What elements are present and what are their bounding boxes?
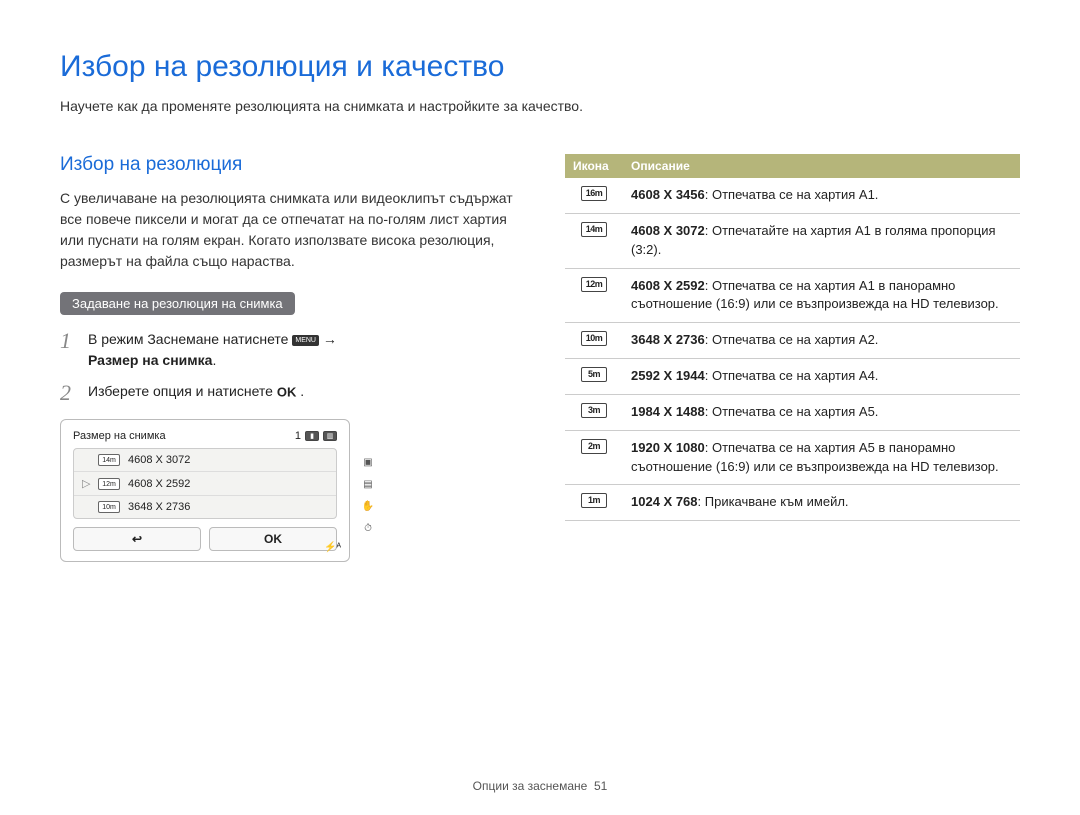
table-row: 1m 1024 X 768: Прикачване към имейл. [565, 485, 1020, 521]
camera-row[interactable]: 10m 3648 X 2736 [74, 495, 336, 518]
resolution-desc: : Отпечатва се на хартия A4. [705, 368, 879, 383]
step-number: 1 [60, 329, 78, 353]
cell-icon: 14m [565, 213, 623, 268]
step-1-suffix: . [212, 352, 216, 368]
cell-icon: 12m [565, 268, 623, 323]
table-row: 5m 2592 X 1944: Отпечатва се на хартия A4… [565, 359, 1020, 395]
cell-icon: 5m [565, 359, 623, 395]
battery-icon: ▥ [323, 431, 337, 441]
cell-icon: 1m [565, 485, 623, 521]
row-label: 3648 X 2736 [128, 501, 190, 513]
camera-row[interactable]: 14m 4608 X 3072 [74, 449, 336, 471]
page-subtitle: Научете как да променяте резолюцията на … [60, 98, 1020, 114]
resolution-icon: 2m [581, 439, 607, 454]
ok-button[interactable]: OK [209, 527, 337, 551]
row-icon: 14m [98, 454, 120, 466]
mode-icon: ▤ [361, 478, 375, 492]
camera-side-icons: ▣ ▤ ✋ ⏱ [361, 456, 375, 536]
footer-label: Опции за заснемане [473, 779, 588, 793]
resolution-value: 2592 X 1944 [631, 368, 705, 383]
table-row: 3m 1984 X 1488: Отпечатва се на хартия A5… [565, 394, 1020, 430]
cell-icon: 3m [565, 394, 623, 430]
resolution-value: 4608 X 3456 [631, 187, 705, 202]
step-1: 1 В режим Заснемане натиснете MENU → Раз… [60, 329, 515, 371]
page-title: Избор на резолюция и качество [60, 50, 1020, 84]
timer-icon: ⏱ [361, 522, 375, 536]
step-1-bold: Размер на снимка [88, 352, 212, 368]
row-label: 4608 X 2592 [128, 478, 190, 490]
resolution-icon: 1m [581, 493, 607, 508]
cell-desc: 2592 X 1944: Отпечатва се на хартия A4. [623, 359, 1020, 395]
camera-list: 14m 4608 X 3072 ▷ 12m 4608 X 2592 10m 36… [73, 448, 337, 519]
cell-desc: 4608 X 2592: Отпечатва се на хартия A1 в… [623, 268, 1020, 323]
row-label: 4608 X 3072 [128, 454, 190, 466]
resolution-table: Икона Описание 16m4608 X 3456: Отпечатва… [565, 154, 1020, 521]
row-icon: 12m [98, 478, 120, 490]
resolution-value: 4608 X 2592 [631, 278, 705, 293]
resolution-value: 4608 X 3072 [631, 223, 705, 238]
table-row: 10m 3648 X 2736: Отпечатва се на хартия A… [565, 323, 1020, 359]
resolution-icon: 3m [581, 403, 607, 418]
mode-icon: ▣ [361, 456, 375, 470]
section-heading: Избор на резолюция [60, 154, 515, 176]
camera-counter: 1 [295, 430, 301, 442]
resolution-value: 1024 X 768 [631, 494, 698, 509]
camera-ui: Размер на снимка 1 ▮ ▥ 14m 4608 X 3072 ▷… [60, 419, 350, 562]
back-button[interactable]: ↩ [73, 527, 201, 551]
resolution-value: 3648 X 2736 [631, 332, 705, 347]
table-row: 2m 1920 X 1080: Отпечатва се на хартия A5… [565, 430, 1020, 485]
resolution-icon: 10m [581, 331, 607, 346]
cell-desc: 3648 X 2736: Отпечатва се на хартия A2. [623, 323, 1020, 359]
camera-row[interactable]: ▷ 12m 4608 X 2592 [74, 471, 336, 495]
resolution-desc: : Отпечатва се на хартия A5. [705, 404, 879, 419]
resolution-icon: 12m [581, 277, 607, 292]
th-desc: Описание [623, 154, 1020, 178]
step-2-suffix: . [300, 383, 304, 399]
table-row: 14m 4608 X 3072: Отпечатайте на хартия A1… [565, 213, 1020, 268]
step-2-text-pre: Изберете опция и натиснете [88, 383, 277, 399]
table-row: 12m 4608 X 2592: Отпечатва се на хартия A… [565, 268, 1020, 323]
sd-icon: ▮ [305, 431, 319, 441]
cell-icon: 10m [565, 323, 623, 359]
body-text: С увеличаване на резолюцията снимката ил… [60, 188, 515, 272]
step-1-arrow: → [323, 331, 337, 347]
menu-icon: MENU [292, 335, 319, 346]
step-2: 2 Изберете опция и натиснете OK . [60, 381, 515, 405]
ok-icon: OK [277, 385, 297, 400]
cell-desc: 1920 X 1080: Отпечатва се на хартия A5 в… [623, 430, 1020, 485]
table-row: 16m 4608 X 3456: Отпечатва се на хартия A… [565, 178, 1020, 213]
resolution-value: 1984 X 1488 [631, 404, 705, 419]
row-icon: 10m [98, 501, 120, 513]
right-column: Икона Описание 16m4608 X 3456: Отпечатва… [565, 154, 1020, 562]
resolution-desc: : Отпечатва се на хартия A1. [705, 187, 879, 202]
resolution-desc: : Отпечатва се на хартия A2. [705, 332, 879, 347]
cell-desc: 4608 X 3072: Отпечатайте на хартия A1 в … [623, 213, 1020, 268]
cell-icon: 2m [565, 430, 623, 485]
resolution-icon: 5m [581, 367, 607, 382]
resolution-desc: : Прикачване към имейл. [698, 494, 849, 509]
camera-title: Размер на снимка [73, 430, 166, 442]
cell-desc: 1984 X 1488: Отпечатва се на хартия A5. [623, 394, 1020, 430]
cell-desc: 1024 X 768: Прикачване към имейл. [623, 485, 1020, 521]
flash-icon: ⚡ᴬ [324, 542, 341, 553]
th-icon: Икона [565, 154, 623, 178]
resolution-icon: 16m [581, 186, 607, 201]
resolution-value: 1920 X 1080 [631, 440, 705, 455]
footer-page: 51 [594, 779, 607, 793]
cell-desc: 4608 X 3456: Отпечатва се на хартия A1. [623, 178, 1020, 213]
step-number: 2 [60, 381, 78, 405]
cell-icon: 16m [565, 178, 623, 213]
step-1-text-pre: В режим Заснемане натиснете [88, 331, 292, 347]
row-sel: ▷ [82, 477, 90, 490]
subsection-pill: Задаване на резолюция на снимка [60, 292, 295, 315]
left-column: Избор на резолюция С увеличаване на резо… [60, 154, 515, 562]
page-footer: Опции за заснемане 51 [0, 779, 1080, 793]
resolution-icon: 14m [581, 222, 607, 237]
stabilize-icon: ✋ [361, 500, 375, 514]
